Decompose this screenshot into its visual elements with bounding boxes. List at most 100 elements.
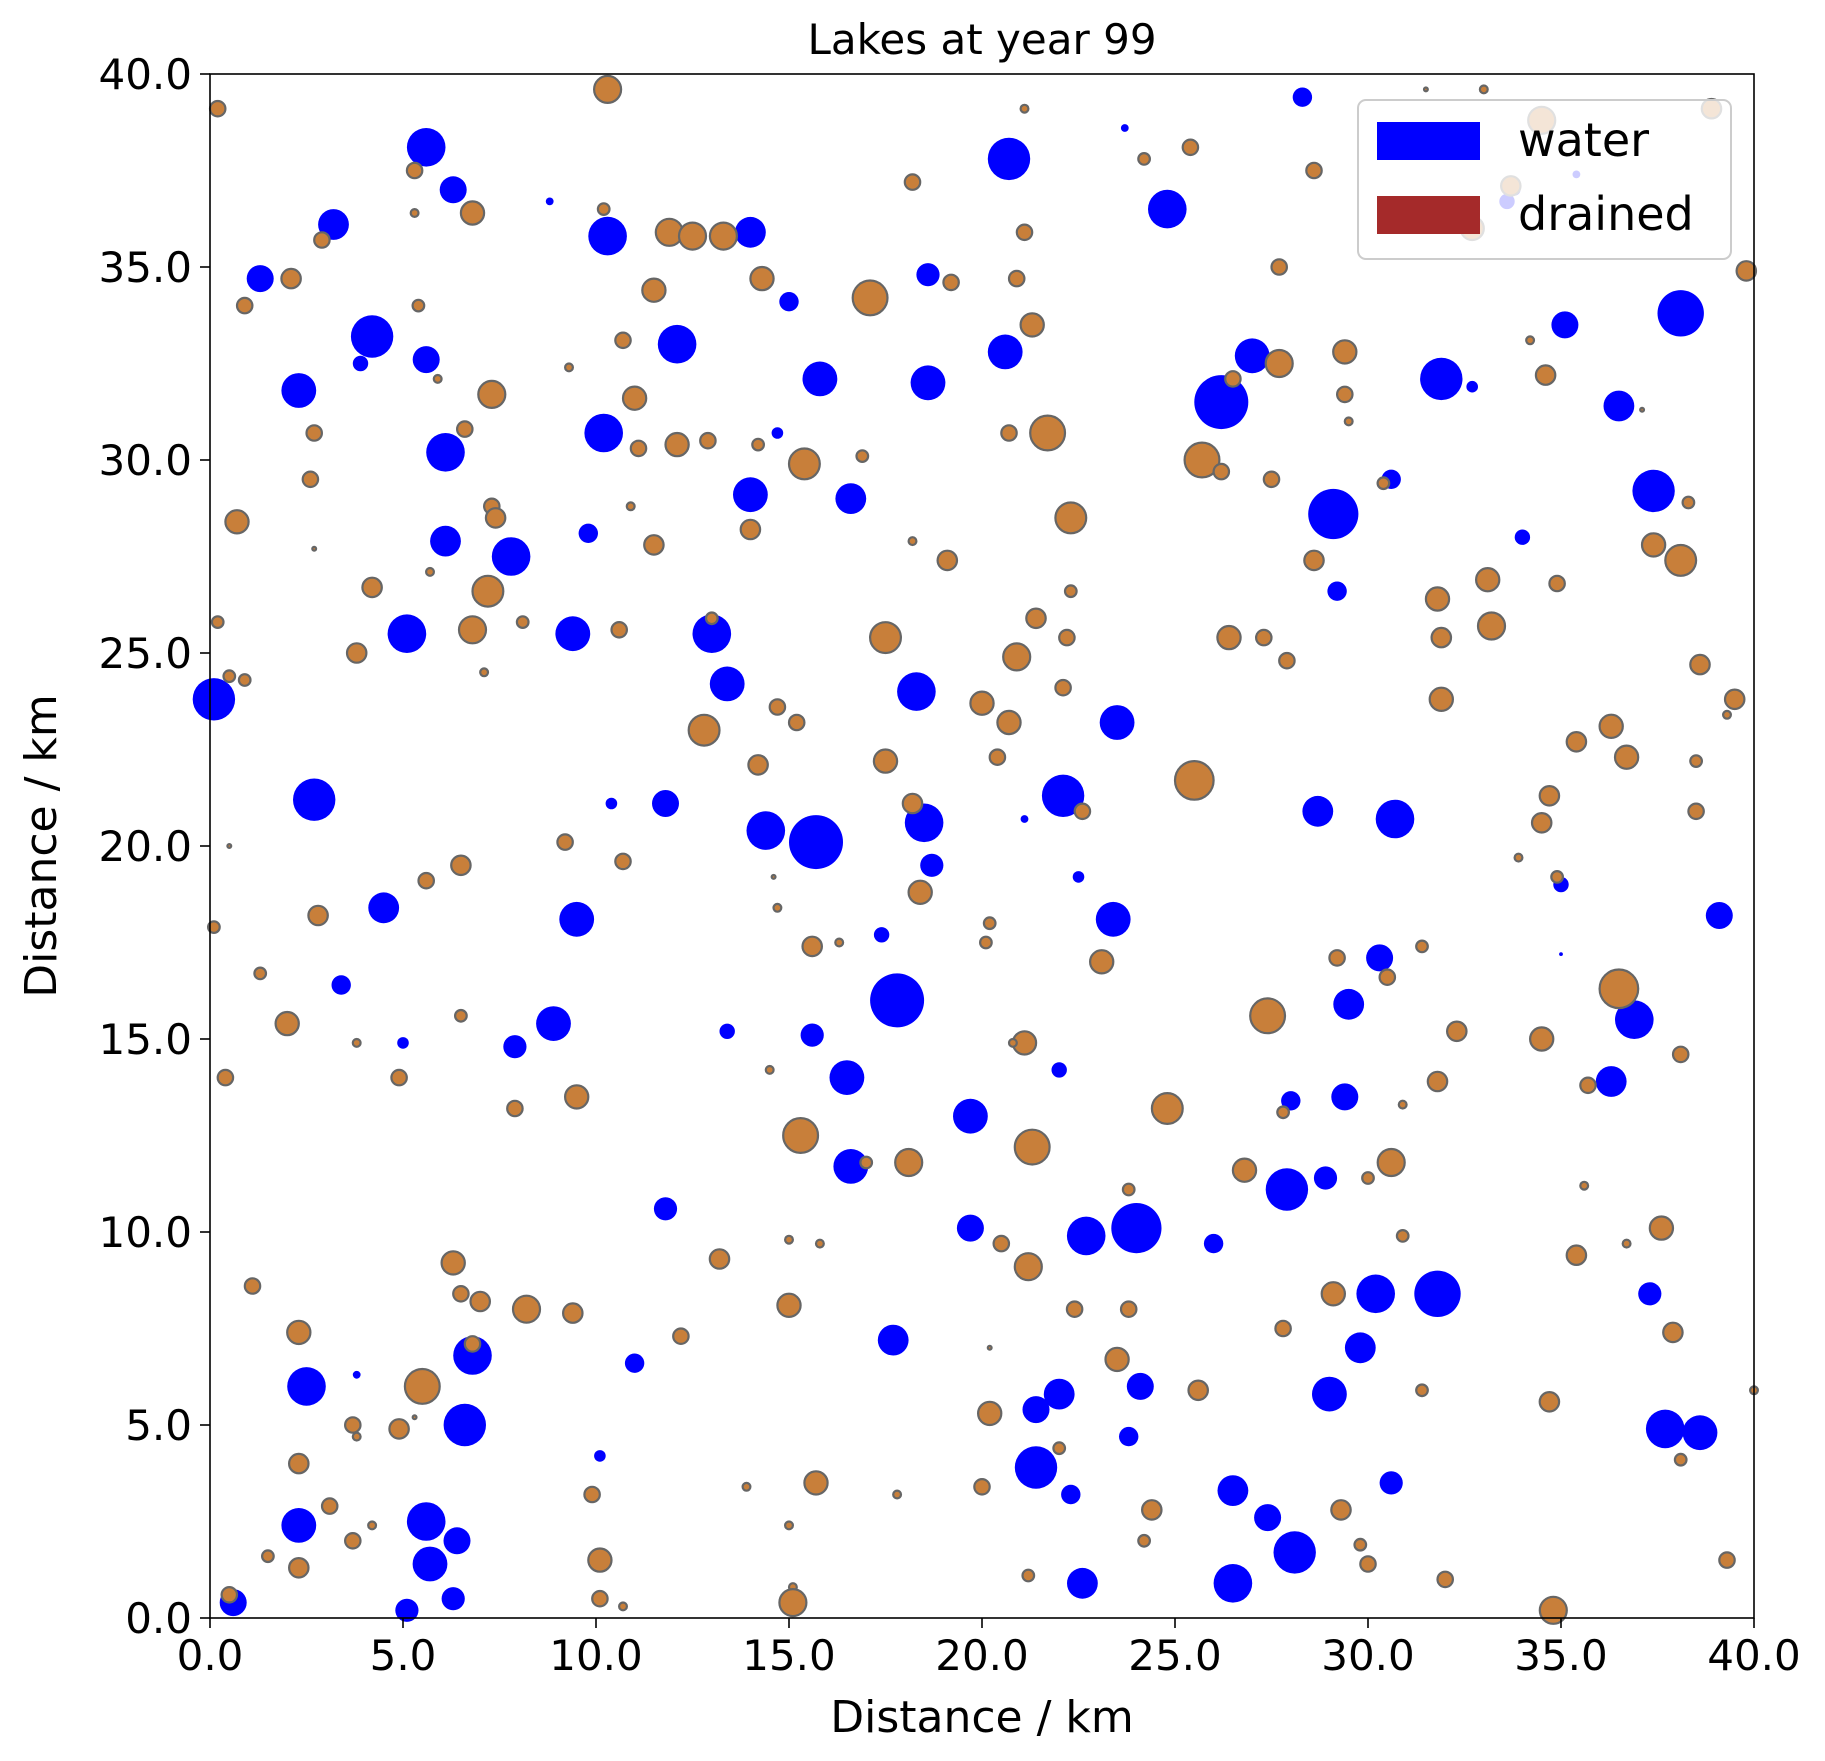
y-axis-label: Distance / km: [16, 694, 67, 998]
water-lake-point: [1203, 1233, 1224, 1254]
water-lake-point: [281, 1508, 317, 1543]
drained-lake-point: [1013, 1252, 1043, 1282]
water-lake-point: [1603, 390, 1635, 422]
legend-swatch-drained: [1377, 196, 1480, 234]
drained-lake-point: [1639, 406, 1646, 413]
drained-lake-point: [751, 437, 765, 452]
drained-lake-point: [1019, 312, 1045, 338]
drained-lake-point: [1002, 642, 1032, 672]
y-tick-label: 40.0: [98, 50, 192, 99]
water-lake-point: [789, 815, 843, 870]
drained-lake-point: [778, 1587, 808, 1618]
water-lake-point: [1344, 1332, 1376, 1364]
drained-lake-point: [1264, 348, 1294, 379]
water-lake-point: [709, 666, 745, 702]
water-lake-point: [1217, 1475, 1249, 1506]
drained-lake-point: [768, 698, 787, 716]
water-lake-point: [1308, 488, 1359, 540]
y-tick-label: 0.0: [125, 1594, 192, 1643]
drained-lake-point: [1058, 628, 1076, 647]
drained-lake-point: [903, 173, 922, 191]
drained-lake-point: [1673, 1452, 1688, 1467]
water-lake-point: [746, 811, 786, 850]
drained-lake-point: [563, 362, 574, 373]
drained-lake-point: [280, 267, 302, 290]
water-lake-point: [491, 537, 531, 576]
drained-lake-point: [515, 615, 530, 629]
water-lake-point: [594, 1450, 606, 1462]
drained-lake-point: [1530, 811, 1553, 834]
water-lake-point: [653, 1197, 678, 1221]
water-lake-point: [1514, 529, 1531, 545]
water-lake-point: [733, 477, 768, 513]
drained-lake-point: [1621, 1238, 1632, 1249]
drained-lake-point: [403, 1367, 441, 1405]
water-lake-point: [1043, 1378, 1075, 1410]
water-lake-point: [1333, 988, 1365, 1020]
drained-lake-point: [564, 1084, 590, 1110]
drained-lake-point: [226, 842, 233, 849]
y-tick-label: 5.0: [125, 1401, 192, 1450]
water-lake-point: [545, 197, 554, 206]
water-lake-point: [1420, 357, 1463, 401]
drained-lake-point: [1262, 470, 1281, 489]
water-lake-point: [910, 365, 946, 401]
drained-lake-point: [587, 1547, 613, 1573]
drained-lake-point: [1088, 949, 1115, 975]
drained-lake-point: [855, 449, 870, 464]
water-lake-point: [1657, 290, 1704, 337]
water-lake-point: [1313, 1166, 1338, 1190]
drained-lake-point: [894, 1147, 924, 1178]
drained-lake-point: [643, 534, 665, 556]
drained-lake-point: [459, 200, 486, 226]
water-lake-point: [1327, 581, 1347, 601]
drained-lake-point: [1426, 1070, 1449, 1093]
drained-lake-point: [1662, 1321, 1684, 1344]
chart-title: Lakes at year 99: [807, 15, 1156, 64]
drained-lake-point: [868, 621, 902, 655]
water-lake-point: [692, 614, 732, 653]
water-lake-point: [412, 1546, 448, 1582]
drained-lake-point: [708, 1248, 731, 1270]
water-lake-point: [735, 216, 766, 248]
drained-lake-point: [1476, 611, 1507, 641]
x-tick-label: 25.0: [1128, 1631, 1222, 1680]
drained-lake-point: [996, 709, 1022, 736]
drained-lake-point: [1689, 754, 1703, 768]
water-lake-point: [1645, 1409, 1685, 1449]
water-lake-point: [352, 1370, 361, 1379]
drained-lake-point: [425, 566, 436, 577]
water-lake-point: [1022, 1396, 1050, 1424]
drained-lake-point: [699, 431, 717, 450]
x-tick-label: 40.0: [1707, 1631, 1801, 1680]
drained-lake-point: [739, 518, 762, 541]
drained-lake-point: [907, 879, 933, 906]
drained-lake-point: [405, 161, 424, 180]
drained-lake-point: [222, 669, 237, 684]
y-tick-label: 25.0: [98, 629, 192, 678]
drained-lake-point: [776, 1292, 802, 1319]
drained-lake-point: [301, 470, 320, 489]
drained-lake-point: [1278, 651, 1296, 670]
drained-lake-point: [1065, 1300, 1084, 1318]
drained-lake-point: [782, 1116, 820, 1154]
drained-lake-point: [1598, 713, 1624, 740]
y-tick-label: 15.0: [98, 1015, 192, 1064]
drained-lake-point: [1579, 1180, 1590, 1191]
water-lake-point: [877, 1324, 909, 1356]
water-lake-point: [1292, 87, 1313, 107]
drained-lake-point: [1054, 501, 1088, 535]
drained-lake-point: [1538, 784, 1561, 807]
water-lake-point: [1234, 338, 1270, 374]
water-lake-point: [1111, 1203, 1162, 1254]
water-lake-point: [800, 1023, 824, 1047]
water-lake-point: [439, 176, 467, 204]
drained-lake-point: [286, 1319, 312, 1346]
water-lake-point: [1099, 705, 1135, 740]
plot-background: [210, 74, 1754, 1618]
drained-lake-point: [1255, 628, 1273, 647]
water-lake-point: [719, 1023, 735, 1039]
drained-lake-point: [988, 748, 1007, 766]
drained-lake-point: [1528, 1026, 1555, 1052]
drained-lake-point: [1538, 1391, 1561, 1413]
